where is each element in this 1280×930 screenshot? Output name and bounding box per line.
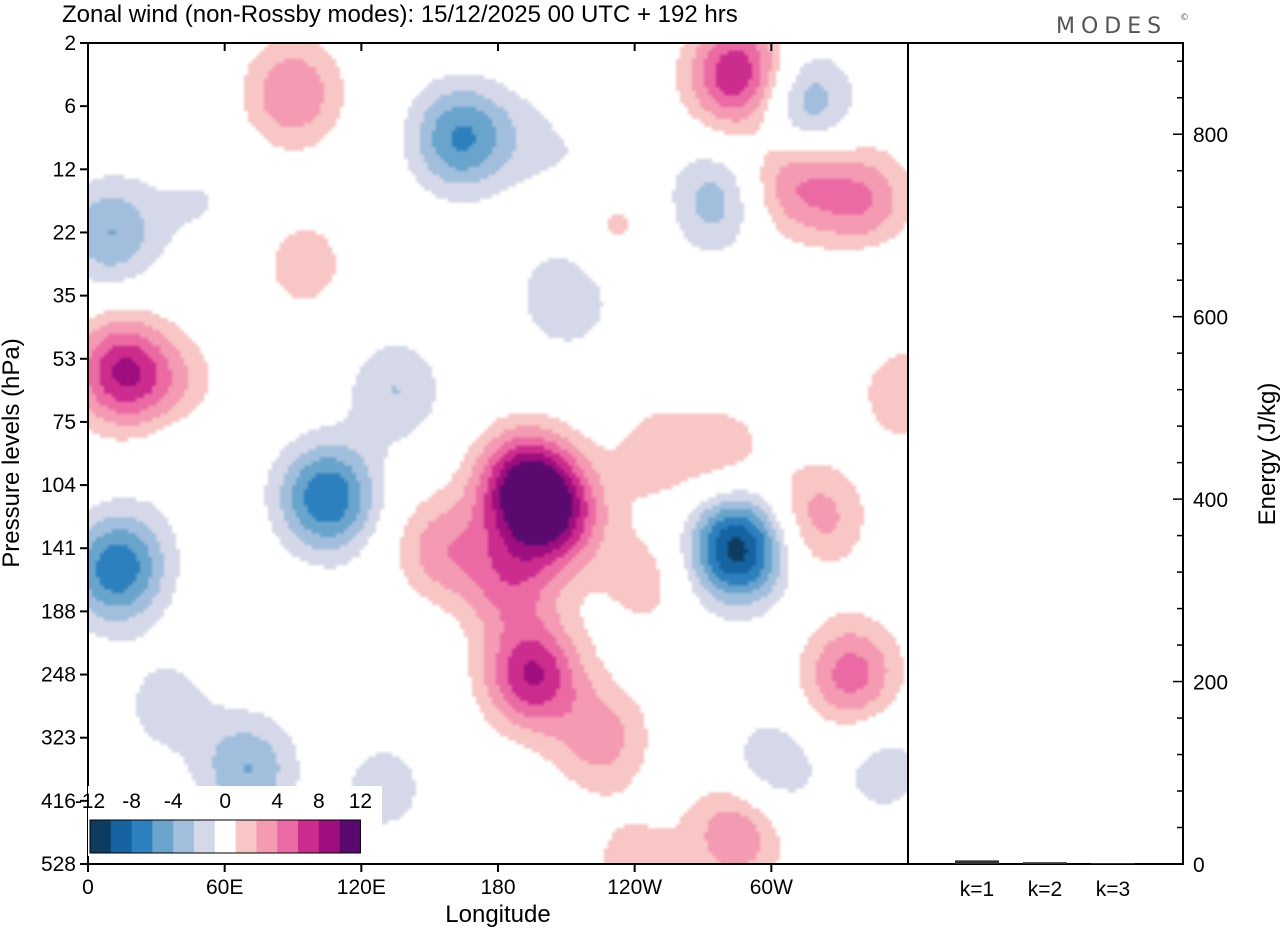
x-axis-label: Longitude [445,901,550,928]
energy-tick-label: 0 [1193,854,1205,877]
y-tick-label: 416 [41,790,76,813]
y-tick-label: 75 [53,411,76,434]
y-tick-label: 104 [41,474,76,497]
brand-name: MODES [1056,14,1167,39]
x-tick-label: 60E [206,876,243,899]
y-tick-label: 6 [64,95,76,118]
colorbar-swatch [318,820,341,853]
y-axis-label: Pressure levels (hPa) [0,338,25,567]
energy-y-ticks: 0 200 400 600 800 [1173,60,1228,877]
energy-bar [1023,862,1067,864]
energy-tick-label: 400 [1193,489,1228,512]
x-tick-label: 120E [337,876,386,899]
colorbar-swatch [173,820,195,853]
heatmap-x-ticks: 0 60E 120E 180 120W 60W [82,43,793,899]
x-tick-label: 60W [750,876,793,899]
colorbar-tick-label: -4 [164,790,183,813]
energy-tick-label: 800 [1193,124,1228,147]
colorbar-swatch [110,820,133,853]
colorbar-tick-label: 8 [313,790,325,813]
x-tick-label: 120W [607,876,662,899]
y-tick-label: 12 [53,158,76,181]
colorbar-tick-label: 0 [219,790,231,813]
y-tick-label: 141 [41,537,76,560]
y-tick-label: 323 [41,727,76,750]
colorbar-tick-label: 4 [271,790,283,813]
colorbar-swatch [90,820,112,853]
heatmap-y-ticks: 2 6 12 22 35 53 75 104 141 188 248 323 416 528 [41,32,88,876]
colorbar-swatch [131,820,153,853]
energy-axis-label: Energy (J/kg) [1254,383,1280,526]
colorbar-swatch [152,820,174,853]
brand-mark: © [1180,13,1189,23]
colorbar-swatch [339,820,361,853]
energy-bar [1091,863,1135,865]
y-tick-label: 248 [41,664,76,687]
energy-tick-label: 200 [1193,672,1228,695]
x-tick-label: 180 [480,876,515,899]
y-tick-label: 53 [53,348,76,371]
energy-bars: k=1 k=2 k=3 [955,860,1135,901]
colorbar-swatch [298,820,320,853]
colorbar-frame [89,819,361,854]
colorbar-swatch [235,820,257,853]
energy-category-label: k=1 [960,878,994,901]
colorbar-swatch [277,820,299,853]
heatmap-raster [88,43,908,864]
y-tick-label: 2 [64,32,76,55]
energy-tick-label: 600 [1193,307,1228,330]
energy-panel-frame [907,42,1184,865]
y-tick-label: 528 [41,853,76,876]
chart-title: Zonal wind (non-Rossby modes): 15/12/202… [62,1,738,28]
heatmap-field [88,43,908,864]
energy-category-label: k=3 [1096,878,1130,901]
colorbar: -12 -8 -4 0 4 8 12 [75,786,382,856]
colorbar-tick-label: -12 [75,790,105,813]
colorbar-swatch [194,820,216,853]
energy-category-label: k=2 [1028,878,1062,901]
y-tick-label: 22 [53,221,76,244]
energy-bar [955,860,999,864]
y-tick-label: 35 [53,285,76,308]
colorbar-tick-label: -8 [122,790,141,813]
colorbar-swatch [256,820,278,853]
brand-logo: MODES © [1056,13,1189,39]
x-tick-label: 0 [82,876,94,899]
colorbar-swatch [214,820,237,853]
colorbar-tick-label: 12 [349,790,372,813]
y-tick-label: 188 [41,600,76,623]
